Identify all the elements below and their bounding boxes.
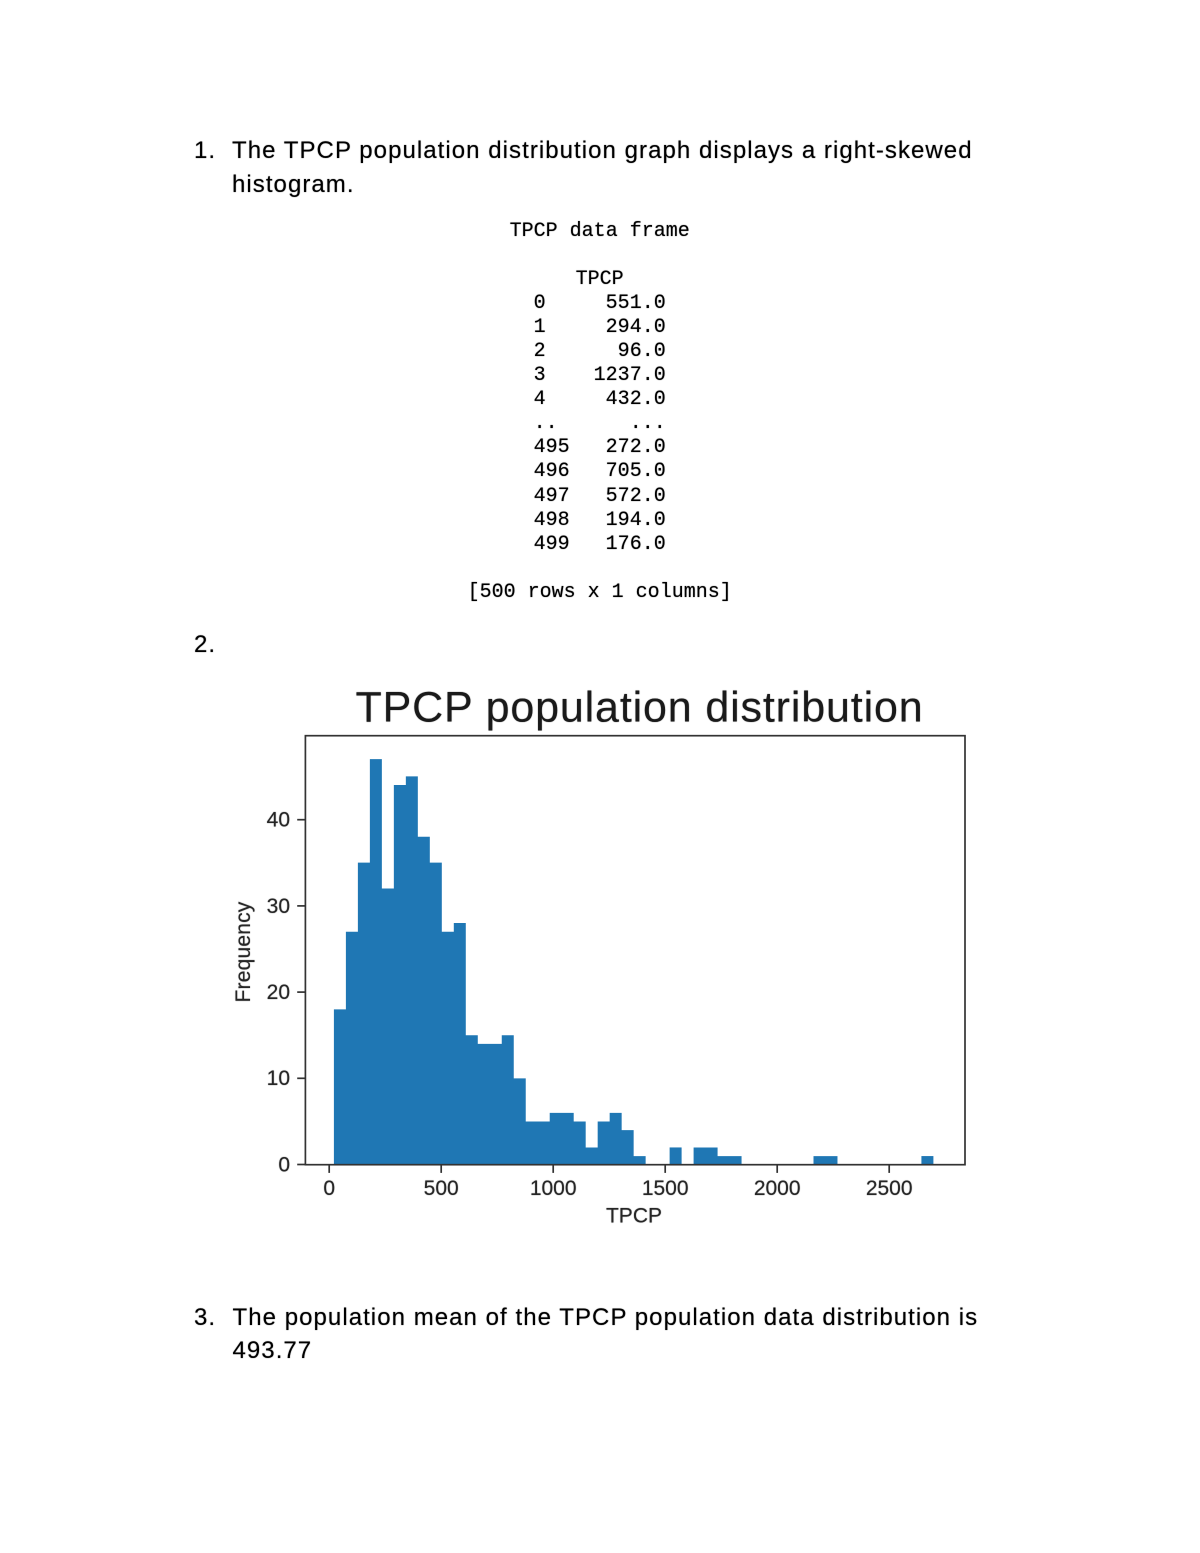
svg-text:10: 10	[267, 1067, 290, 1090]
svg-text:30: 30	[267, 895, 290, 918]
svg-text:0: 0	[278, 1153, 290, 1176]
svg-text:500: 500	[424, 1177, 459, 1200]
svg-text:1500: 1500	[642, 1177, 689, 1200]
svg-text:40: 40	[267, 809, 290, 832]
svg-text:TPCP: TPCP	[606, 1205, 662, 1228]
svg-text:0: 0	[323, 1177, 335, 1200]
svg-text:TPCP population distribution: TPCP population distribution	[356, 684, 924, 732]
svg-text:Frequency: Frequency	[232, 901, 255, 1002]
svg-text:1000: 1000	[530, 1177, 577, 1200]
svg-text:2500: 2500	[866, 1177, 913, 1200]
svg-text:20: 20	[267, 981, 290, 1004]
svg-text:2000: 2000	[754, 1177, 801, 1200]
